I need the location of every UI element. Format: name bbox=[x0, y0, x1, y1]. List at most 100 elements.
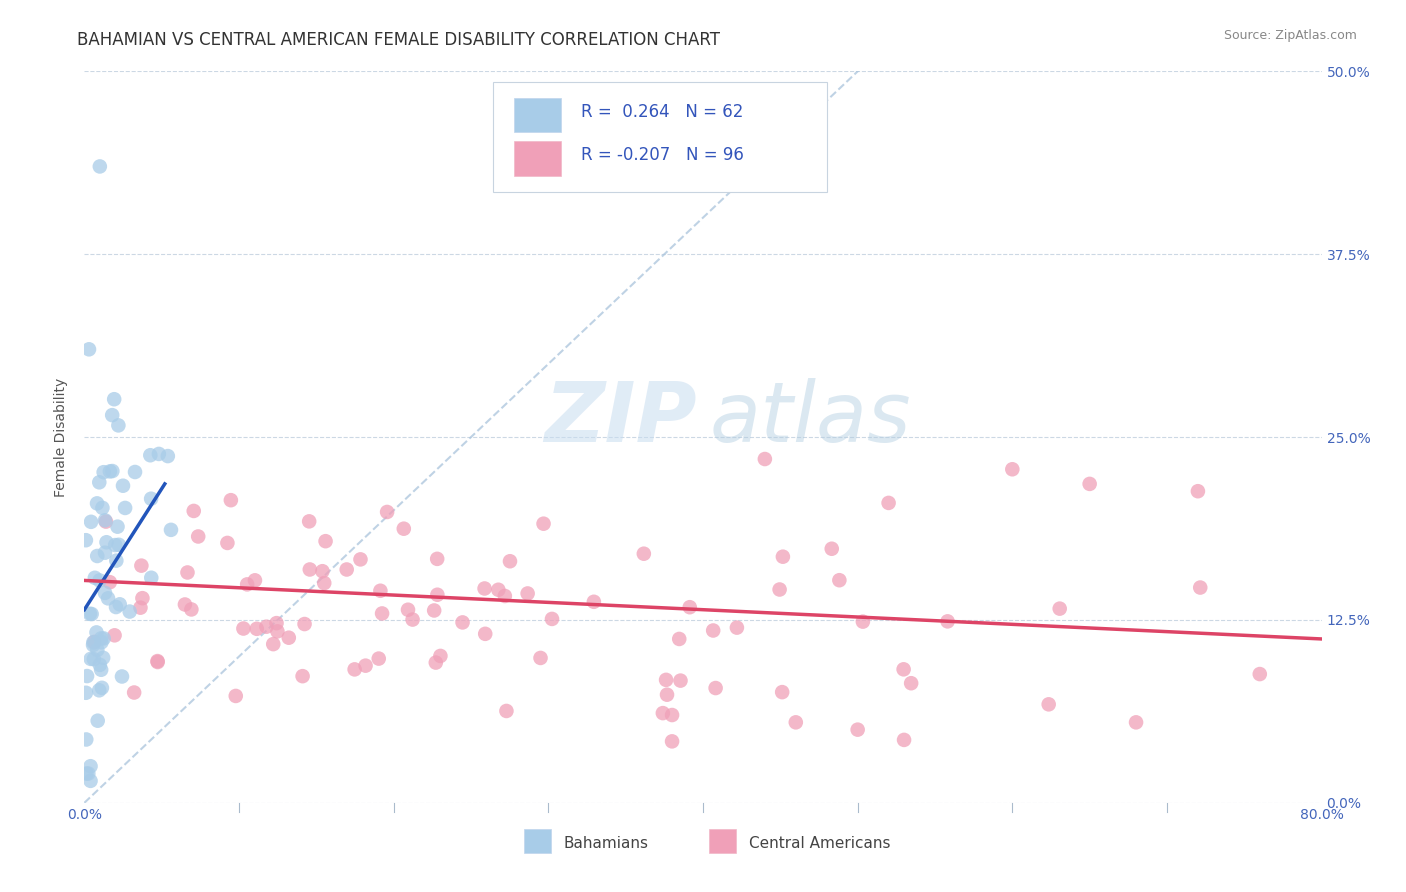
Point bbox=[266, 616, 288, 631]
Point bbox=[101, 408, 124, 422]
Point bbox=[821, 541, 844, 556]
Point bbox=[180, 602, 202, 616]
Point bbox=[156, 449, 179, 463]
Point bbox=[486, 582, 509, 597]
Bar bbox=[709, 830, 737, 853]
Point bbox=[474, 627, 496, 641]
Point bbox=[474, 582, 496, 596]
Point bbox=[101, 464, 124, 478]
Y-axis label: Female Disability: Female Disability bbox=[55, 377, 69, 497]
Point bbox=[754, 452, 776, 467]
Point bbox=[893, 662, 915, 676]
Point bbox=[846, 723, 869, 737]
Point bbox=[79, 607, 101, 621]
Point bbox=[80, 515, 103, 529]
Point bbox=[236, 577, 259, 591]
Point bbox=[105, 554, 128, 568]
FancyBboxPatch shape bbox=[492, 82, 827, 192]
Point bbox=[83, 571, 105, 585]
Point bbox=[131, 558, 153, 573]
Point bbox=[315, 534, 337, 549]
Text: Source: ZipAtlas.com: Source: ZipAtlas.com bbox=[1223, 29, 1357, 42]
Point bbox=[426, 552, 449, 566]
Point bbox=[225, 689, 247, 703]
Point bbox=[103, 392, 125, 407]
Point bbox=[1078, 476, 1101, 491]
Point bbox=[679, 600, 702, 615]
Text: R =  0.264   N = 62: R = 0.264 N = 62 bbox=[581, 103, 742, 120]
Point bbox=[187, 529, 209, 543]
Point bbox=[1038, 698, 1060, 712]
Point bbox=[89, 657, 111, 672]
Point bbox=[1189, 581, 1212, 595]
Point bbox=[94, 513, 117, 527]
Point bbox=[90, 635, 112, 649]
Point bbox=[1001, 462, 1024, 476]
Point bbox=[772, 549, 794, 564]
Point bbox=[139, 448, 162, 462]
Point bbox=[114, 500, 136, 515]
Point bbox=[582, 595, 605, 609]
Point bbox=[900, 676, 922, 690]
Text: R = -0.207   N = 96: R = -0.207 N = 96 bbox=[581, 146, 744, 164]
Point bbox=[93, 465, 115, 479]
Point bbox=[349, 552, 371, 566]
Point bbox=[174, 598, 197, 612]
Point bbox=[401, 613, 423, 627]
Point bbox=[131, 591, 153, 606]
Point bbox=[529, 651, 551, 665]
Point bbox=[294, 617, 316, 632]
Point bbox=[343, 662, 366, 676]
Point bbox=[86, 496, 108, 510]
Point bbox=[633, 547, 655, 561]
Point bbox=[311, 564, 333, 578]
Point bbox=[828, 573, 851, 587]
Point bbox=[94, 546, 117, 560]
Point bbox=[541, 612, 564, 626]
Point bbox=[785, 715, 807, 730]
Point bbox=[396, 603, 419, 617]
Text: BAHAMIAN VS CENTRAL AMERICAN FEMALE DISABILITY CORRELATION CHART: BAHAMIAN VS CENTRAL AMERICAN FEMALE DISA… bbox=[77, 31, 720, 49]
Point bbox=[291, 669, 314, 683]
Point bbox=[89, 160, 111, 174]
Bar bbox=[513, 97, 561, 132]
Point bbox=[516, 586, 538, 600]
Point bbox=[770, 685, 793, 699]
Point bbox=[661, 708, 683, 723]
Point bbox=[98, 464, 121, 478]
Point bbox=[336, 562, 359, 576]
Point bbox=[89, 683, 111, 698]
Point bbox=[97, 591, 120, 606]
Point bbox=[108, 597, 131, 611]
Point bbox=[90, 681, 112, 695]
Point bbox=[83, 652, 105, 666]
Point bbox=[94, 586, 117, 600]
Point bbox=[314, 576, 336, 591]
Point bbox=[111, 479, 134, 493]
Point bbox=[367, 651, 389, 665]
Point bbox=[298, 562, 321, 576]
Point bbox=[86, 642, 108, 657]
Point bbox=[124, 465, 146, 479]
Point bbox=[655, 688, 678, 702]
Point bbox=[877, 496, 900, 510]
Point bbox=[93, 632, 115, 646]
Point bbox=[79, 773, 101, 788]
Point bbox=[494, 589, 516, 603]
Point bbox=[148, 447, 170, 461]
Point bbox=[375, 505, 398, 519]
Point bbox=[96, 535, 118, 549]
Point bbox=[298, 514, 321, 528]
Point bbox=[86, 625, 108, 640]
Point bbox=[75, 686, 97, 700]
Point bbox=[82, 635, 104, 649]
Point bbox=[103, 628, 125, 642]
Point bbox=[86, 714, 108, 728]
Point bbox=[82, 638, 104, 652]
Point bbox=[219, 493, 242, 508]
Point bbox=[105, 600, 128, 615]
Point bbox=[651, 706, 673, 720]
Text: ZIP: ZIP bbox=[544, 378, 697, 459]
Point bbox=[141, 571, 163, 585]
Point bbox=[533, 516, 555, 531]
